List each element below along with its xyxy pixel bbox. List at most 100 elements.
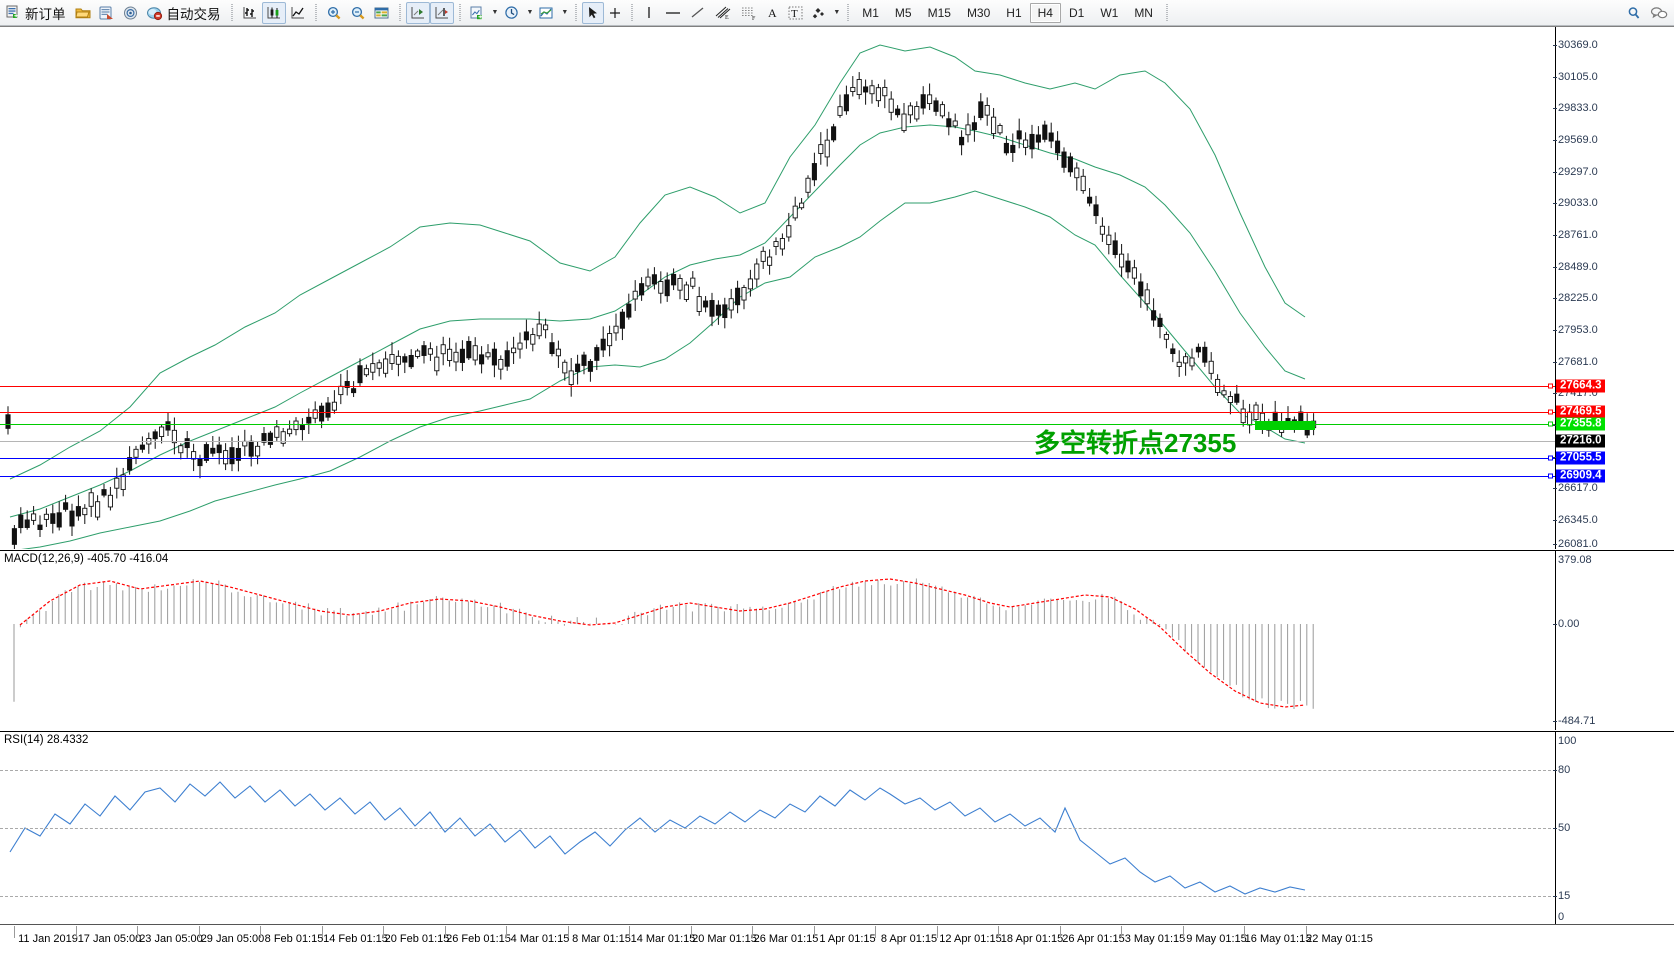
objects-button[interactable] [807,2,831,24]
pivot-line[interactable] [0,424,1556,425]
objects-dropdown-caret[interactable]: ▼ [833,9,841,16]
period-button[interactable] [500,2,524,24]
price-scale[interactable]: 30369.0 30105.0 29833.0 29569.0 29297.0 … [1553,27,1674,550]
date-axis-separator [321,926,323,938]
text-label-button[interactable]: A [762,2,784,24]
template-dropdown-caret[interactable]: ▼ [491,9,499,16]
indicator-button[interactable] [535,2,559,24]
price-level-tag-pivot[interactable]: 27355.8 [1556,417,1605,431]
rsi-plot-svg [9,781,1306,895]
toolbar-separator [396,3,403,22]
support-line-1[interactable] [0,458,1556,459]
timeframe-h1[interactable]: H1 [1006,5,1022,20]
zoom-in-icon [325,5,343,21]
support-line-2[interactable] [0,476,1556,477]
new-order-button[interactable]: 新订单 [2,2,71,24]
text-button[interactable]: T [784,2,807,24]
support-handle-2[interactable] [1548,473,1553,479]
price-tick: 26617.0 [1553,482,1598,494]
rsi-level-15 [0,896,1556,897]
resistance-line-2[interactable] [0,412,1556,413]
timeframe-m15[interactable]: M15 [927,5,951,20]
auto-trading-button[interactable]: 自动交易 [143,2,226,24]
fibonacci-button[interactable]: F [736,2,762,24]
resistance-handle-1[interactable] [1548,383,1553,389]
date-axis-label: 18 Apr 01:15 [1000,933,1064,945]
price-tick: 27953.0 [1553,324,1598,336]
macd-pane[interactable]: MACD(12,26,9) -405.70 -416.04 379.08 0.0… [0,550,1674,730]
price-pane[interactable]: 多空转折点27355 30369.0 30105.0 29833.0 29569… [0,27,1674,550]
price-tick: 28761.0 [1553,229,1598,241]
resistance-handle-2[interactable] [1548,409,1553,415]
data-window-button[interactable] [95,2,119,24]
search-button[interactable] [1622,2,1646,24]
price-level-tag-resistance-1[interactable]: 27664.3 [1556,379,1605,393]
objects-icon [810,5,828,21]
vertical-line-button[interactable] [638,2,660,24]
candlestick-button[interactable] [261,1,286,24]
date-axis-separator [1121,926,1122,938]
price-tick: 29569.0 [1553,134,1598,146]
macd-plot-area[interactable] [0,551,1674,730]
date-axis-separator [936,926,938,938]
svg-text:A: A [768,6,777,20]
date-axis-separator [629,926,630,938]
price-level-tag-support-2[interactable]: 26909.4 [1556,469,1605,483]
price-level-tag-last[interactable]: 27216.0 [1556,434,1605,448]
chart-shift-button[interactable] [405,1,430,24]
timeframe-mn[interactable]: MN [1134,5,1153,20]
grid-icon [373,5,391,21]
bar-chart-button[interactable] [238,2,262,24]
indicator-dropdown-caret[interactable]: ▼ [561,9,569,16]
fibonacci-icon: F [739,4,759,21]
pivot-handle[interactable] [1548,421,1553,427]
price-level-tag-support-1[interactable]: 27055.5 [1556,451,1605,465]
chat-button[interactable] [1646,2,1672,24]
price-tick: 26345.0 [1553,514,1598,526]
toolbar-separator [456,3,463,22]
timeframe-h4[interactable]: H4 [1029,2,1061,23]
zoom-in-button[interactable] [322,2,346,24]
template-button[interactable] [466,2,490,24]
pointer-button[interactable] [582,1,605,24]
svg-text:T: T [791,8,798,20]
macd-label: MACD(12,26,9) -405.70 -416.04 [4,553,169,565]
macd-axis-line [1555,551,1556,730]
crosshair-button[interactable] [604,2,626,24]
new-order-label: 新订单 [25,6,66,22]
folder-button[interactable] [71,2,95,24]
highlight-rectangle[interactable] [1255,421,1315,430]
equidistant-channel-button[interactable]: E [710,2,736,24]
price-plot-area[interactable]: 多空转折点27355 [0,27,1674,549]
period-dropdown-caret[interactable]: ▼ [526,9,534,16]
horizontal-line-button[interactable] [660,2,686,24]
trendline-button[interactable] [686,2,710,24]
macd-tick: -484.71 [1552,715,1596,727]
date-axis-label: 1 Apr 01:15 [819,933,876,945]
rsi-plot-area[interactable] [0,732,1674,925]
price-level-tag-resistance-2[interactable]: 27469.5 [1556,405,1605,419]
timeframe-m30[interactable]: M30 [966,5,991,20]
date-axis-separator [1244,926,1245,938]
support-handle-1[interactable] [1548,455,1553,461]
date-axis-label: 23 Jan 05:00 [139,933,203,945]
price-tick: 27681.0 [1553,356,1598,368]
auto-scroll-button[interactable] [429,1,454,24]
timeframe-m1[interactable]: M1 [862,5,879,20]
line-chart-button[interactable] [286,2,310,24]
navigator-button[interactable] [119,2,143,24]
price-plot-svg [5,44,1317,549]
date-axis-label: 8 Feb 01:15 [264,933,324,945]
text-label-icon: A [766,5,780,21]
chart-annotation[interactable]: 多空转折点27355 [1034,428,1237,458]
chart-window[interactable]: HK50-,H4 27174.5 27347.0 27156.0 27216.0… [0,26,1674,954]
resistance-line-1[interactable] [0,386,1556,387]
date-axis[interactable]: 11 Jan 2019 17 Jan 05:00 23 Jan 05:00 29 Ja… [0,924,1674,954]
timeframe-d1[interactable]: D1 [1068,5,1085,20]
rsi-pane[interactable]: RSI(14) 28.4332 100 80 50 15 0 [0,731,1674,925]
timeframe-m5[interactable]: M5 [894,5,912,20]
zoom-out-button[interactable] [346,2,370,24]
period-icon [503,5,521,21]
timeframe-w1[interactable]: W1 [1100,5,1119,20]
grid-button[interactable] [370,2,394,24]
